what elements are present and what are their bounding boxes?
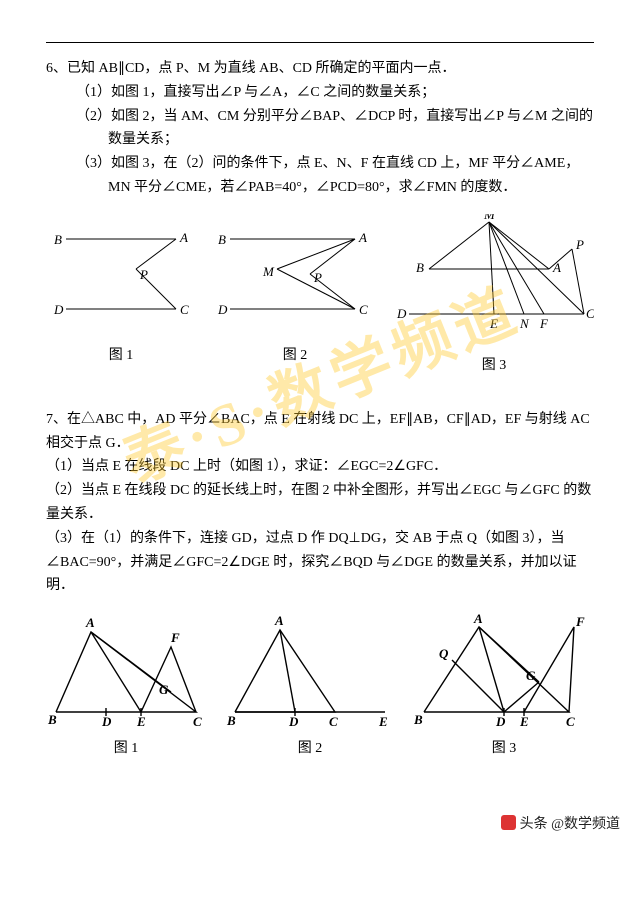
svg-text:D: D xyxy=(396,306,407,321)
p6-fig2: B A M P D C 图 2 xyxy=(215,214,375,374)
svg-text:C: C xyxy=(566,714,575,727)
svg-text:F: F xyxy=(170,630,180,645)
svg-text:Q: Q xyxy=(439,646,449,661)
svg-text:N: N xyxy=(519,316,530,331)
p6-fig1-cap: 图 1 xyxy=(46,344,196,364)
p6-fig2-cap: 图 2 xyxy=(215,344,375,364)
svg-text:P: P xyxy=(313,270,322,285)
svg-text:B: B xyxy=(416,260,424,275)
svg-text:F: F xyxy=(575,614,585,629)
svg-text:G: G xyxy=(526,668,536,683)
lbl-B: B xyxy=(54,232,62,247)
svg-text:M: M xyxy=(262,264,275,279)
svg-text:A: A xyxy=(473,612,483,626)
toutiao-logo-icon xyxy=(501,815,516,830)
svg-text:E: E xyxy=(489,316,498,331)
lbl-A: A xyxy=(179,230,188,245)
svg-text:B: B xyxy=(218,232,226,247)
svg-text:M: M xyxy=(483,214,496,222)
svg-text:E: E xyxy=(378,714,388,727)
lbl-D: D xyxy=(53,302,64,317)
p6-fig3-cap: 图 3 xyxy=(394,354,594,374)
p7-s1: （1）当点 E 在线段 DC 上时（如图 1），求证：∠EGC=2∠GFC． xyxy=(46,455,594,479)
p6-s1: （1）如图 1，直接写出∠P 与∠A，∠C 之间的数量关系； xyxy=(46,81,594,105)
footer: 头条 @数学频道 xyxy=(0,807,640,843)
svg-text:A: A xyxy=(552,260,561,275)
p7-stem: 7、在△ABC 中，AD 平分∠BAC，点 E 在射线 DC 上，EF∥AB，C… xyxy=(46,408,594,456)
p7-fig1-cap: 图 1 xyxy=(46,737,206,757)
p6-fig1: B A P D C 图 1 xyxy=(46,214,196,374)
svg-text:C: C xyxy=(329,714,338,727)
footer-text: 头条 @数学频道 xyxy=(520,817,620,832)
p7-fig3: A F Q G B D E C 图 3 xyxy=(414,612,594,757)
rule-top xyxy=(46,42,594,43)
p7-s2: （2）当点 E 在线段 DC 的延长线上时，在图 2 中补全图形，并写出∠EGC… xyxy=(46,479,594,527)
lbl-P: P xyxy=(139,267,148,282)
p6-figures: B A P D C 图 1 xyxy=(46,214,594,374)
svg-text:C: C xyxy=(586,306,594,321)
svg-text:P: P xyxy=(575,237,584,252)
p6-stem: 6、已知 AB∥CD，点 P、M 为直线 AB、CD 所确定的平面内一点． xyxy=(46,57,594,81)
svg-text:A: A xyxy=(274,613,284,628)
svg-text:A: A xyxy=(85,615,95,630)
p7-fig3-cap: 图 3 xyxy=(414,737,594,757)
p7-figures: A F G B D E C 图 1 xyxy=(46,612,594,757)
svg-text:D: D xyxy=(495,714,506,727)
lbl-C: C xyxy=(180,302,189,317)
svg-text:B: B xyxy=(47,712,57,727)
p7-fig1: A F G B D E C 图 1 xyxy=(46,612,206,757)
svg-text:B: B xyxy=(414,712,423,727)
svg-text:E: E xyxy=(519,714,529,727)
svg-text:A: A xyxy=(358,230,367,245)
svg-text:F: F xyxy=(539,316,549,331)
p7-s3: （3）在（1）的条件下，连接 GD，过点 D 作 DQ⊥DG，交 AB 于点 Q… xyxy=(46,527,594,598)
p6-s3: （3）如图 3，在（2）问的条件下，点 E、N、F 在直线 CD 上，MF 平分… xyxy=(46,152,594,200)
svg-text:E: E xyxy=(136,714,146,727)
svg-text:C: C xyxy=(359,302,368,317)
p7-fig2-cap: 图 2 xyxy=(225,737,395,757)
svg-text:D: D xyxy=(101,714,112,727)
svg-text:D: D xyxy=(217,302,228,317)
p6-fig3: M P B A D C E N F 图 3 xyxy=(394,214,594,374)
svg-text:B: B xyxy=(226,713,236,727)
svg-text:D: D xyxy=(288,714,299,727)
p7-fig2: A B D C E 图 2 xyxy=(225,612,395,757)
svg-text:C: C xyxy=(193,714,202,727)
p6-s2: （2）如图 2，当 AM、CM 分别平分∠BAP、∠DCP 时，直接写出∠P 与… xyxy=(46,105,594,153)
svg-text:G: G xyxy=(159,682,169,697)
